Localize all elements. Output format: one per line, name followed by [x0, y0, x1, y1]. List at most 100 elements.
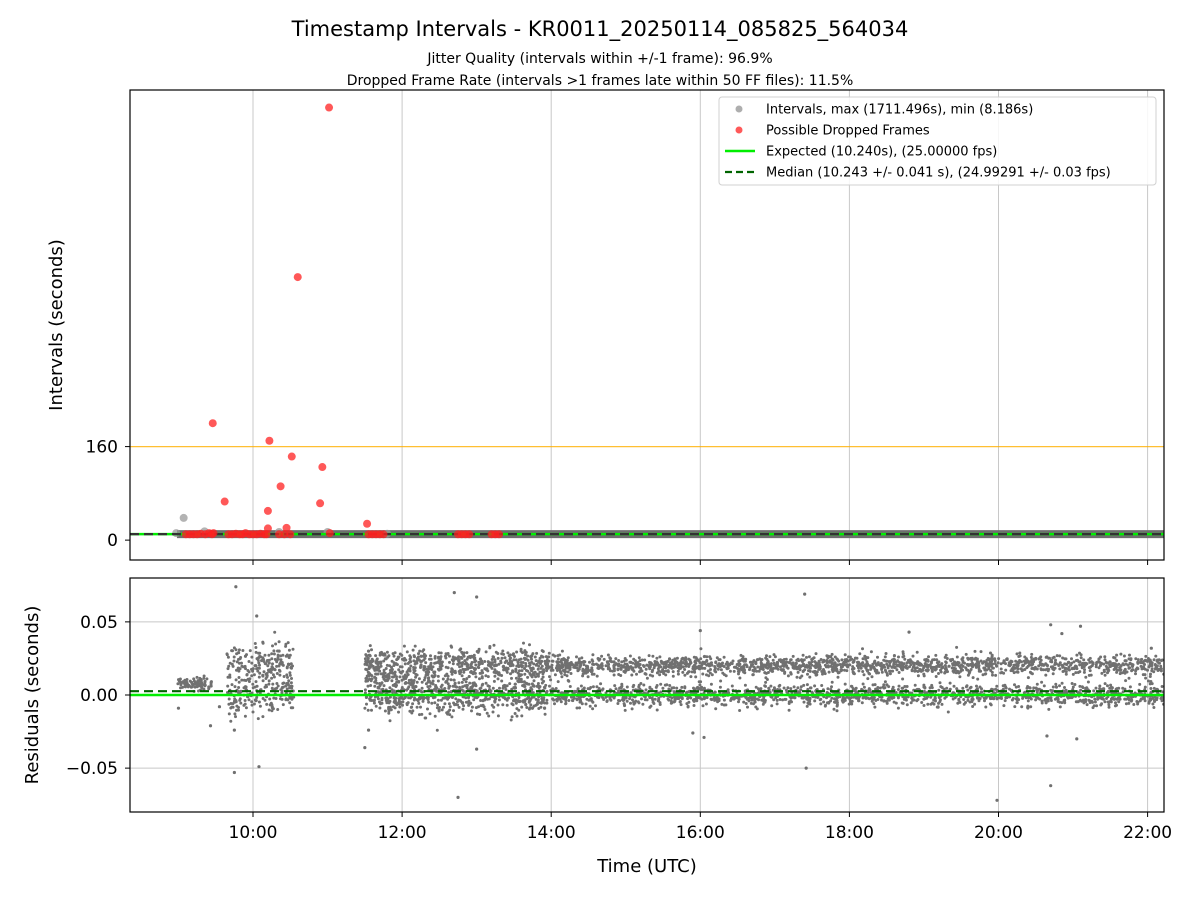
residual-point: [410, 679, 414, 683]
residual-point: [850, 657, 854, 661]
residual-point: [279, 688, 283, 692]
residual-point: [685, 702, 689, 706]
residual-point: [617, 662, 621, 666]
residual-point: [808, 699, 812, 703]
residual-point: [683, 662, 687, 666]
residual-point: [845, 669, 849, 673]
residual-point: [937, 688, 941, 692]
residual-point: [452, 709, 455, 713]
residual-point: [279, 662, 282, 666]
residual-point: [1063, 666, 1067, 670]
residual-point: [957, 661, 961, 665]
residual-point: [586, 675, 590, 679]
residual-point: [263, 653, 267, 657]
dropped-frame-point: [265, 436, 274, 445]
residual-point: [800, 696, 804, 700]
residual-point: [256, 669, 260, 673]
residual-point: [996, 661, 1000, 665]
residual-point: [1114, 665, 1118, 669]
dropped-frame-point: [287, 452, 296, 461]
residual-point: [515, 664, 519, 668]
residual-point: [474, 683, 477, 686]
residual-point: [436, 655, 440, 659]
residual-point: [538, 656, 542, 660]
residual-point: [689, 675, 693, 679]
residual-point: [504, 659, 508, 663]
residual-point: [231, 664, 235, 668]
residual-point: [281, 686, 284, 689]
residual-point: [556, 680, 560, 684]
residual-point: [821, 672, 824, 676]
residual-point: [803, 665, 807, 669]
residual-point: [202, 676, 206, 680]
residual-point: [1118, 666, 1122, 670]
residual-point: [375, 659, 379, 662]
residual-point: [734, 695, 738, 699]
residual-point: [437, 651, 441, 655]
residual-point: [260, 659, 263, 663]
residual-point: [668, 684, 672, 687]
residual-point: [911, 654, 915, 658]
residual-point: [666, 697, 670, 701]
residual-point: [382, 684, 386, 688]
residual-point: [448, 660, 451, 664]
residual-point: [895, 668, 899, 672]
residual-point: [789, 672, 793, 676]
residual-point: [385, 650, 389, 654]
residual-point: [370, 677, 374, 681]
residual-point: [423, 676, 427, 680]
residual-point: [1070, 682, 1074, 685]
residual-point: [671, 674, 675, 678]
residual-point: [367, 672, 371, 676]
residual-point: [269, 667, 273, 671]
residual-point: [562, 657, 566, 661]
residual-point: [822, 668, 825, 671]
residual-point: [250, 674, 254, 678]
residual-point: [1154, 654, 1158, 658]
residual-point: [207, 685, 211, 689]
residual-point: [267, 653, 271, 657]
residual-point: [730, 684, 734, 688]
dropped-frame-point: [208, 530, 217, 539]
chart-subtitle-jitter: Jitter Quality (intervals within +/-1 fr…: [426, 51, 772, 67]
residual-point: [808, 669, 812, 673]
residual-point: [494, 671, 498, 675]
residual-point: [197, 682, 200, 685]
residual-point: [277, 664, 281, 668]
residual-point: [1072, 660, 1076, 664]
residual-point: [372, 698, 376, 702]
legend: Intervals, max (1711.496s), min (8.186s)…: [718, 96, 1157, 186]
residual-point: [516, 699, 520, 703]
residual-point: [776, 667, 780, 671]
residual-point: [559, 671, 563, 675]
residual-point: [653, 697, 657, 701]
residual-point: [285, 665, 289, 669]
residual-point: [245, 673, 249, 677]
residual-point: [1088, 665, 1092, 669]
residual-point: [535, 662, 539, 666]
residual-point: [800, 659, 804, 662]
residual-point: [405, 688, 409, 692]
residual-point: [514, 676, 518, 680]
residual-point: [883, 686, 887, 690]
residual-point: [1040, 680, 1044, 684]
residual-point: [725, 667, 729, 671]
residual-point: [1051, 689, 1055, 693]
residual-point: [411, 682, 415, 686]
dropped-frame-point: [495, 530, 504, 539]
residual-point: [514, 669, 518, 673]
residual-point: [979, 659, 983, 663]
residual-point: [1160, 659, 1163, 663]
residual-point: [473, 671, 477, 675]
residual-point: [785, 664, 789, 668]
residual-point: [892, 654, 896, 658]
residual-point: [572, 695, 576, 699]
residual-point: [1124, 662, 1128, 666]
residual-point: [464, 696, 468, 700]
residual-point: [805, 683, 809, 687]
residual-point: [384, 667, 388, 670]
residual-point: [1146, 657, 1150, 660]
residual-point: [951, 663, 955, 667]
residual-point: [713, 668, 717, 672]
residual-point: [698, 687, 702, 690]
